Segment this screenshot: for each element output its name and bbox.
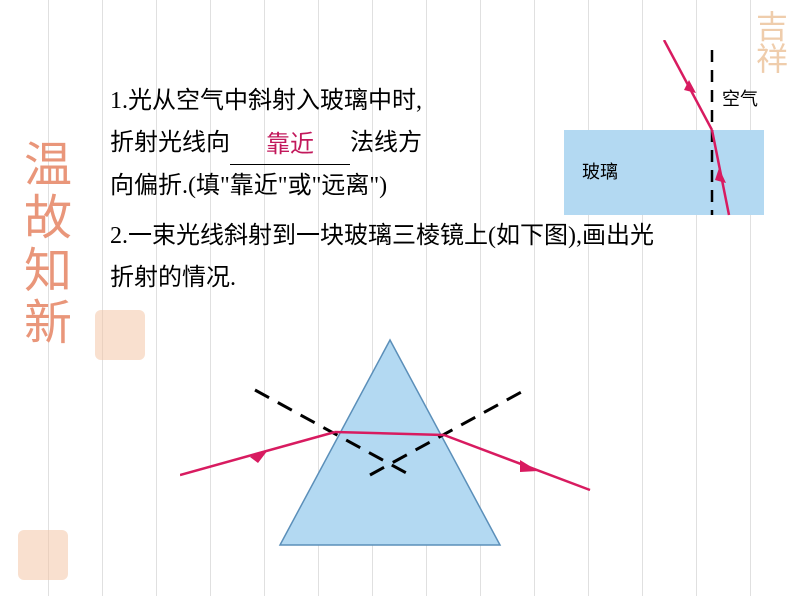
decorative-stamp: [18, 530, 68, 580]
title-char: 故: [24, 193, 84, 246]
question-1: 1.光从空气中斜射入玻璃中时, 折射光线向靠近法线方 向偏折.(填"靠近"或"远…: [110, 80, 540, 207]
question-2: 2.一束光线斜射到一块玻璃三棱镜上(如下图),画出光折射的情况.: [110, 215, 670, 299]
q1-line2: 折射光线向靠近法线方: [110, 122, 540, 165]
air-label: 空气: [722, 85, 758, 111]
q1-line3: 向偏折.(填"靠近"或"远离"): [110, 165, 540, 207]
content-area: 1.光从空气中斜射入玻璃中时, 折射光线向靠近法线方 向偏折.(填"靠近"或"远…: [110, 80, 540, 299]
refraction-svg: [564, 40, 764, 220]
prism-svg: [180, 335, 600, 575]
title-char: 新: [24, 298, 84, 351]
glass-label: 玻璃: [582, 158, 618, 184]
title-char: 温: [24, 140, 84, 193]
q1-line1: 1.光从空气中斜射入玻璃中时,: [110, 80, 540, 122]
section-title: 温 故 知 新: [24, 140, 84, 351]
prism-diagram: [180, 335, 600, 575]
decorative-stamp: [95, 310, 145, 360]
incident-ray: [180, 432, 335, 475]
title-char: 知: [24, 246, 84, 299]
fill-blank: 靠近: [230, 122, 350, 165]
blank-answer: 靠近: [266, 132, 314, 158]
refraction-diagram: 空气 玻璃: [564, 40, 764, 220]
arrow-head: [520, 460, 538, 472]
